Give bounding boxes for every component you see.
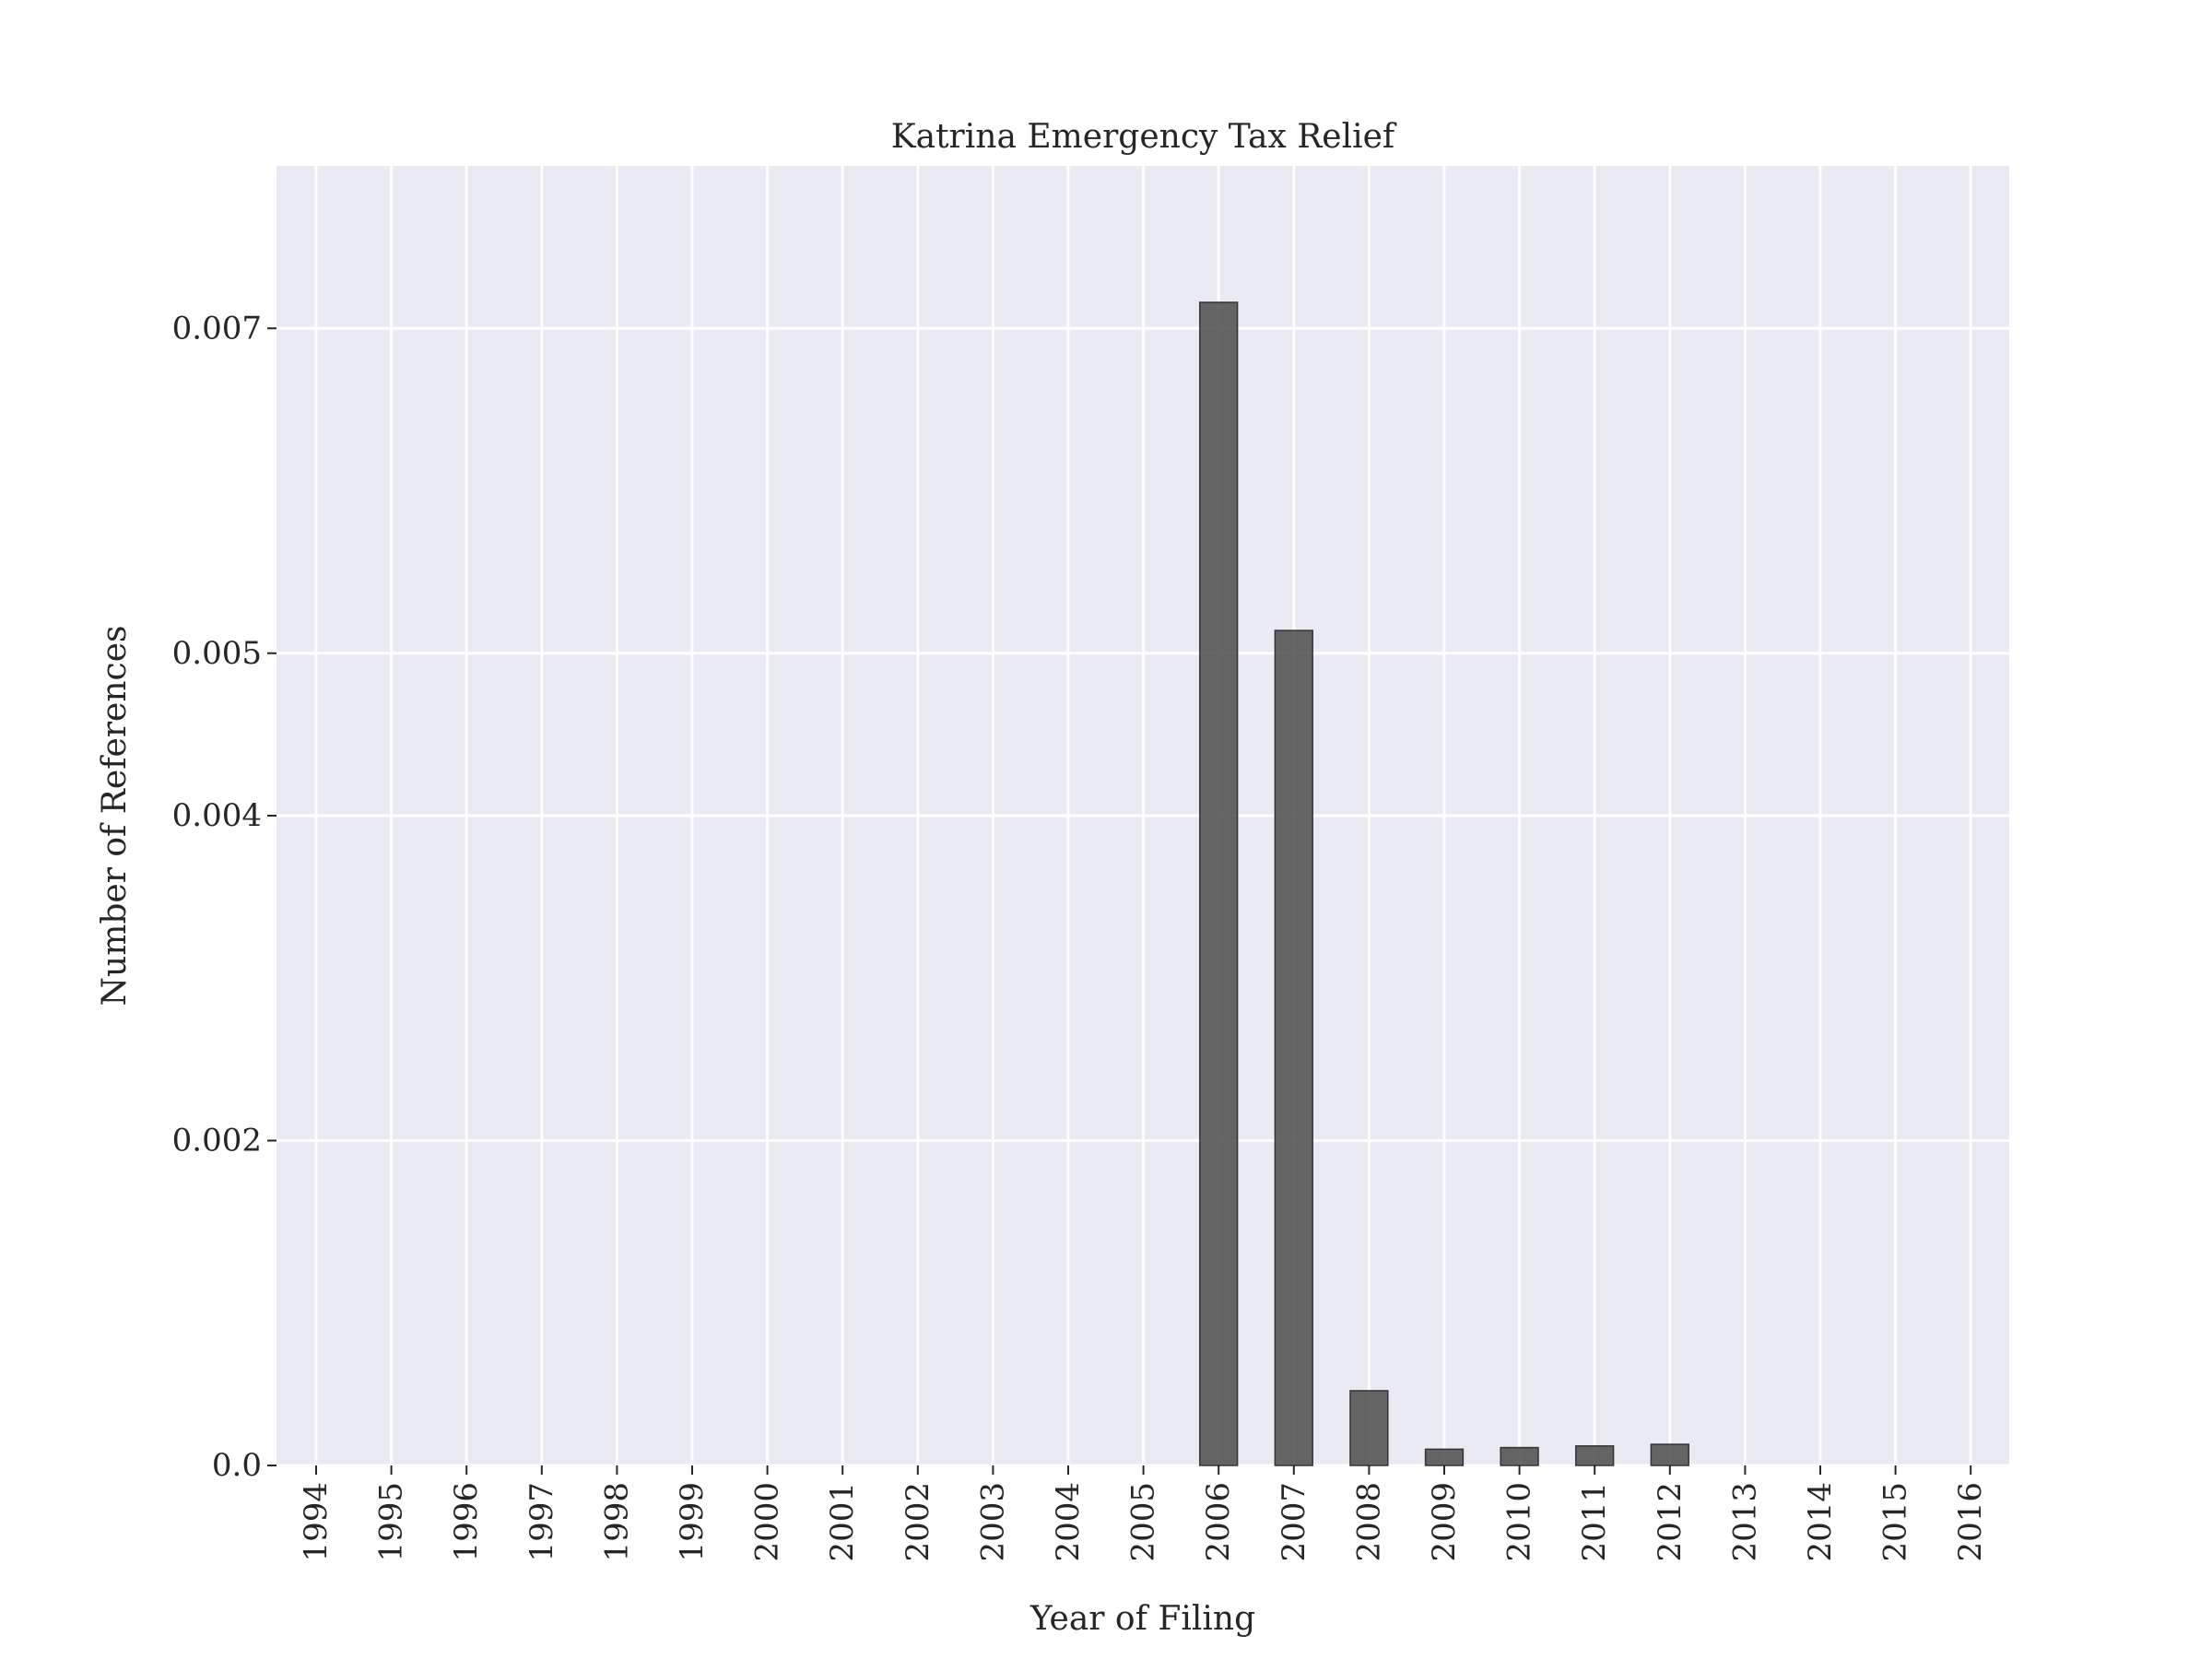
- y-tick-label: 0.007: [172, 310, 262, 347]
- y-tick-label: 0.002: [172, 1123, 262, 1159]
- y-tick-label: 0.0: [212, 1447, 262, 1484]
- x-tick-label: 2002: [900, 1482, 936, 1562]
- x-tick-label: 2005: [1125, 1482, 1162, 1562]
- x-tick-label: 2004: [1050, 1482, 1087, 1562]
- x-tick-label: 2010: [1501, 1482, 1538, 1562]
- y-tick-label: 0.004: [172, 797, 262, 834]
- x-tick-label: 2009: [1426, 1482, 1463, 1562]
- x-axis-ticks: 1994 1995 1996 1997 1998 1999 2000 2001 2002 2003…: [298, 1465, 1989, 1562]
- x-tick-label: 1997: [524, 1482, 560, 1562]
- bar-2008: [1349, 1390, 1389, 1466]
- y-tick-label: 0.005: [172, 635, 262, 672]
- x-tick-label: 2007: [1276, 1482, 1312, 1562]
- x-tick-label: 2011: [1576, 1482, 1613, 1562]
- x-tick-label: 2008: [1350, 1482, 1387, 1562]
- x-tick-label: 2015: [1877, 1482, 1914, 1562]
- chart-title: Katrina Emergency Tax Relief: [891, 118, 1397, 156]
- y-axis-label: Number of References: [96, 626, 134, 1006]
- x-tick-label: 1996: [448, 1482, 485, 1562]
- x-axis-label: Year of Filing: [1030, 1600, 1255, 1638]
- y-axis-ticks: 0.0 0.002 0.004 0.005 0.007: [172, 310, 276, 1484]
- x-tick-label: 1994: [298, 1482, 335, 1562]
- x-tick-label: 1999: [674, 1482, 711, 1562]
- x-tick-label: 1995: [373, 1482, 410, 1562]
- x-tick-label: 2003: [974, 1482, 1011, 1562]
- x-tick-label: 2013: [1726, 1482, 1763, 1562]
- x-tick-label: 2014: [1802, 1482, 1839, 1562]
- x-tick-label: 2016: [1952, 1482, 1989, 1562]
- bar-2007: [1274, 629, 1313, 1466]
- bar-2011: [1575, 1445, 1615, 1466]
- x-tick-label: 2001: [824, 1482, 861, 1562]
- bar-2009: [1424, 1448, 1465, 1466]
- x-tick-label: 2006: [1200, 1482, 1237, 1562]
- bar-2010: [1500, 1446, 1539, 1466]
- grid-lines: [276, 166, 2009, 1467]
- bars: [1199, 301, 1689, 1466]
- bar-2012: [1650, 1443, 1689, 1466]
- x-tick-label: 2000: [749, 1482, 786, 1562]
- bar-2006: [1199, 301, 1239, 1466]
- x-tick-label: 1998: [598, 1482, 635, 1562]
- x-tick-label: 2012: [1652, 1482, 1688, 1562]
